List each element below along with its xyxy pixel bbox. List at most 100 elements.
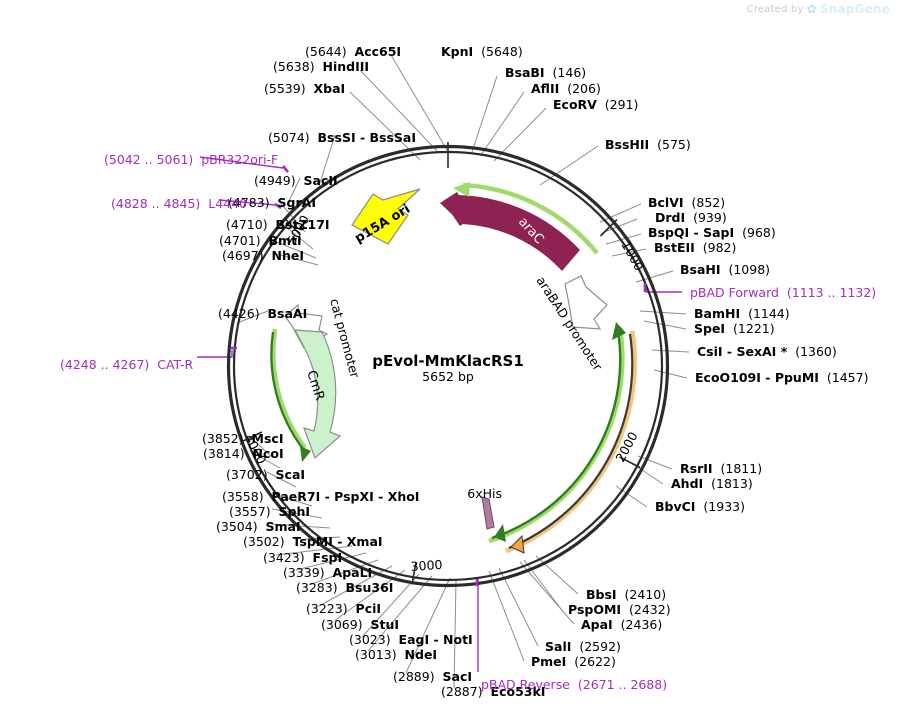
enzyme-position: (1144): [748, 306, 790, 321]
enzyme-label: (5644) Acc65I: [305, 45, 401, 58]
enzyme-name: BamHI: [694, 306, 741, 321]
feature-CmR: CmR: [293, 329, 342, 460]
enzyme-position: (852): [691, 195, 726, 210]
enzyme-name: BsaBI: [505, 65, 545, 80]
enzyme-name: TspMI: [292, 534, 333, 549]
enzyme-position: (5539): [264, 81, 306, 96]
feature-annotation-range: (5042 .. 5061): [104, 152, 194, 167]
enzyme-name: AflII: [531, 81, 560, 96]
enzyme-position: (291): [604, 97, 639, 112]
6xHis-box: [481, 496, 495, 530]
enzyme-label: SpeI (1221): [694, 322, 775, 335]
enzyme-separator: -: [332, 534, 347, 549]
enzyme-name: PpuMI: [774, 370, 819, 385]
enzyme-position: (1933): [703, 499, 745, 514]
feature-leader-lines: [197, 156, 682, 672]
enzyme-position: (3557): [229, 504, 271, 519]
feature-p15A-ori: p15A ori: [351, 188, 421, 246]
purple-site-ticks: [231, 165, 647, 586]
enzyme-label: AhdI (1813): [671, 477, 753, 490]
enzyme-name: SphI: [278, 504, 311, 519]
enzyme-name: SalI: [545, 639, 572, 654]
enzyme-name: SapI: [703, 225, 735, 240]
enzyme-label: (4783) SgrAI: [228, 196, 316, 209]
enzyme-label: (3013) NdeI: [355, 648, 437, 661]
enzyme-position: (2410): [624, 587, 667, 602]
enzyme-separator: -: [355, 130, 370, 145]
feature-annotation-name: L4440: [208, 196, 248, 211]
enzyme-position: (575): [657, 137, 691, 152]
axis-tick-labels: 1000 2000 3000 4000 5000: [241, 212, 647, 574]
enzyme-position: (3023): [349, 632, 391, 647]
enzyme-label: PspOMI (2432): [568, 603, 671, 616]
enzyme-name: XhoI: [387, 489, 420, 504]
enzyme-position: (3814): [203, 446, 245, 461]
enzyme-position: (5648): [481, 44, 523, 59]
enzyme-label: BbsI (2410): [586, 588, 666, 601]
feature-annotation-range: (4248 .. 4267): [60, 357, 150, 372]
watermark-brand: SnapGene: [819, 2, 890, 16]
enzyme-name: EcoO109I: [695, 370, 761, 385]
enzyme-name: XmaI: [346, 534, 383, 549]
enzyme-name: AhdI: [671, 476, 704, 491]
enzyme-label: EcoO109I - PpuMI (1457): [695, 371, 868, 384]
enzyme-label: (3557) SphI: [229, 505, 310, 518]
enzyme-position: (4710): [226, 217, 268, 232]
green-arc-line: [491, 330, 622, 540]
enzyme-position: (1813): [711, 476, 753, 491]
enzyme-name: SmaI: [265, 519, 301, 534]
enzyme-label: BsaHI (1098): [680, 263, 770, 276]
enzyme-label: (3702) ScaI: [226, 468, 305, 481]
enzyme-position: (3502): [243, 534, 285, 549]
enzyme-position: (3223): [306, 601, 348, 616]
enzyme-label: (5074) BssSI - BssSaI: [268, 131, 416, 144]
enzyme-name: BstEII: [654, 240, 695, 255]
enzyme-position: (206): [567, 81, 601, 96]
enzyme-label: AflII (206): [531, 82, 601, 95]
tick-label-3000: 3000: [410, 557, 443, 574]
p15A-ori-arrow: [351, 188, 421, 245]
enzyme-position: (4949): [254, 173, 296, 188]
enzyme-position: (2889): [393, 669, 435, 684]
snapgene-watermark: Created by ✿ SnapGene: [747, 2, 890, 16]
feature-annotation-label: (4828 .. 4845) L4440: [111, 196, 247, 211]
enzyme-position: (5644): [305, 44, 347, 59]
enzyme-name: EagI: [398, 632, 430, 647]
enzyme-position: (3013): [355, 647, 397, 662]
enzyme-position: (3504): [216, 519, 258, 534]
enzyme-separator: -: [373, 489, 388, 504]
enzyme-name: BssSaI: [369, 130, 417, 145]
enzyme-position: (3852): [202, 431, 244, 446]
enzyme-label: CsiI - SexAI * (1360): [697, 345, 837, 358]
enzyme-label: EcoRV (291): [553, 98, 638, 111]
green-arc-outline: [488, 327, 625, 544]
enzyme-label: (3423) FspI: [263, 551, 342, 564]
enzyme-name: FspI: [312, 550, 343, 565]
enzyme-name: BmtI: [268, 233, 302, 248]
enzyme-position: (1811): [720, 461, 763, 476]
enzyme-label: KpnI (5648): [441, 45, 523, 58]
enzyme-label: (4949) SacII: [254, 174, 338, 187]
6xHis-label: 6xHis: [467, 486, 502, 501]
enzyme-position: (3423): [263, 550, 305, 565]
watermark-prefix: Created by: [746, 3, 804, 15]
enzyme-position: (5638): [273, 59, 315, 74]
enzyme-separator: -: [429, 632, 444, 647]
feature-annotation-name: CAT-R: [157, 357, 194, 372]
feature-6xHis: 6xHis: [467, 486, 502, 530]
enzyme-name: CsiI: [697, 344, 723, 359]
enzyme-name: BbsI: [586, 587, 617, 602]
enzyme-name: SacII: [303, 173, 338, 188]
enzyme-label: RsrII (1811): [680, 462, 762, 475]
enzyme-label: SalI (2592): [545, 640, 621, 653]
plasmid-size: 5652 bp: [422, 369, 474, 384]
snapgene-leaf-icon: ✿: [806, 2, 817, 16]
enzyme-position: (1457): [826, 370, 869, 385]
enzyme-name: PaeR7I: [271, 489, 321, 504]
enzyme-label: BamHI (1144): [694, 307, 790, 320]
enzyme-name: BspQI: [648, 225, 690, 240]
araBAD-promoter-arrow: [564, 275, 608, 330]
orange-arc-line: [508, 333, 634, 550]
enzyme-label: (5539) XbaI: [264, 82, 345, 95]
